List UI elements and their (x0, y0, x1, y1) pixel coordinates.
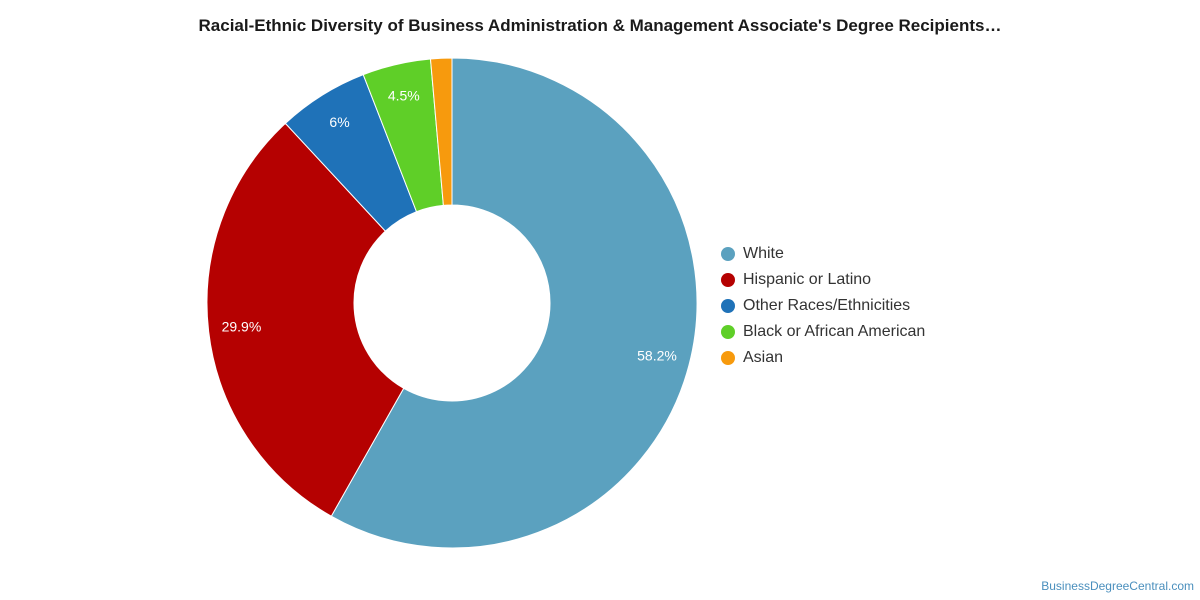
slice-label-white: 58.2% (637, 348, 677, 364)
legend-label: White (743, 245, 784, 262)
slice-white[interactable] (330, 57, 698, 549)
legend-swatch (721, 351, 735, 365)
legend-swatch (721, 325, 735, 339)
legend-label: Asian (743, 349, 784, 366)
legend-label: Hispanic or Latino (743, 271, 872, 288)
legend-item-asian[interactable]: Asian (721, 345, 925, 371)
source-credit[interactable]: BusinessDegreeCentral.com (1041, 579, 1194, 593)
legend-swatch (721, 299, 735, 313)
chart-title: Racial-Ethnic Diversity of Business Admi… (198, 16, 1002, 35)
slice-asian[interactable] (429, 57, 453, 206)
slice-hispanic-or-latino[interactable] (206, 122, 405, 517)
legend-item-black-or-african-american[interactable]: Black or African American (721, 319, 925, 345)
legend-item-hispanic-or-latino[interactable]: Hispanic or Latino (721, 267, 925, 293)
legend-swatch (721, 273, 735, 287)
slice-label-hispanic-or-latino: 29.9% (222, 318, 262, 334)
legend-item-other-races-ethnicities[interactable]: Other Races/Ethnicities (721, 293, 925, 319)
slice-label-black-or-african-american: 4.5% (388, 87, 420, 103)
legend-item-white[interactable]: White (721, 241, 925, 267)
legend-label: Other Races/Ethnicities (743, 297, 911, 314)
legend-swatch (721, 247, 735, 261)
slice-label-other-races-ethnicities: 6% (329, 114, 349, 130)
legend-label: Black or African American (743, 323, 926, 340)
chart-legend: White Hispanic or Latino Other Races/Ethni… (721, 241, 925, 371)
